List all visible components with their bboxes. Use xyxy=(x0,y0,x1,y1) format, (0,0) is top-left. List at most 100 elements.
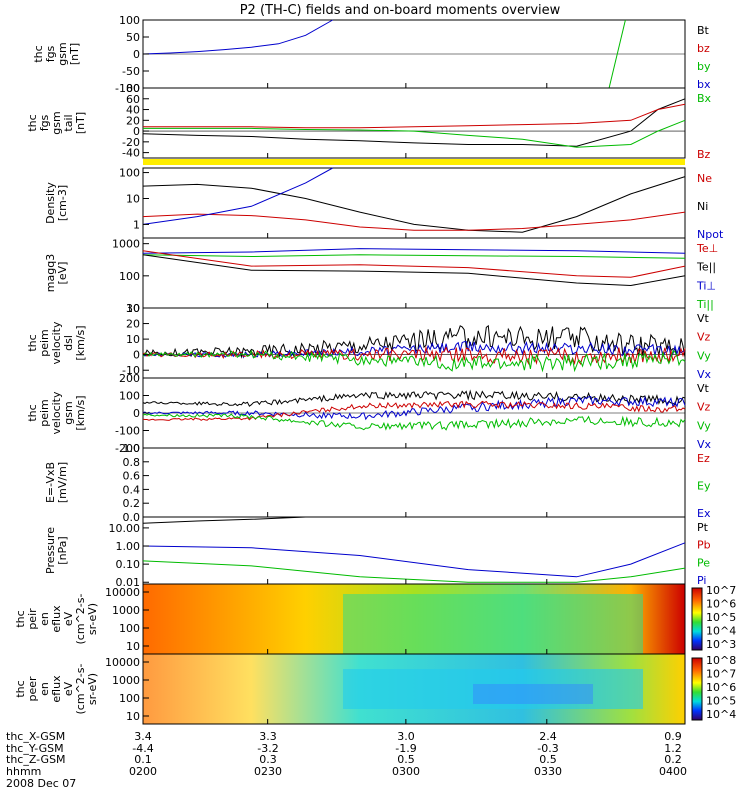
ytick-label: 20 xyxy=(126,114,140,127)
footer-y-3: -0.3 xyxy=(537,742,558,755)
ylabel-line: gsm xyxy=(56,42,69,65)
colorbar-label: 10^8 xyxy=(706,654,736,667)
ytick-label: -10 xyxy=(122,364,140,377)
ylabel-line: eV xyxy=(62,611,75,626)
heatmap-frame xyxy=(142,653,686,725)
footer-t-3: 0330 xyxy=(534,765,562,778)
footer-t-1: 0230 xyxy=(254,765,282,778)
ylabel-line: tail xyxy=(62,114,75,131)
heatmap-band xyxy=(343,594,643,654)
panel-frame-7 xyxy=(142,516,686,585)
ylabel-line: eflux xyxy=(50,675,63,703)
ylabel-line: [km/s] xyxy=(74,395,87,430)
panel-6: Ez Ey Ex 1.00.80.60.40.20.0 E=-VxB [mV/m] xyxy=(44,442,711,524)
panel-frame-2 xyxy=(142,167,686,239)
legend-Vy: Vy xyxy=(697,419,711,432)
ytick-label: 200 xyxy=(119,372,140,385)
footer-y-4: 1.2 xyxy=(664,742,682,755)
footer-z-3: 0.5 xyxy=(539,753,557,766)
ytick-label: 0.4 xyxy=(123,483,141,496)
ytick-label: 50 xyxy=(126,31,140,44)
legend-bz: bz xyxy=(697,42,710,55)
series-Ti⊥ xyxy=(142,248,686,254)
footer-y-0: -4.4 xyxy=(132,742,153,755)
legend-by: by xyxy=(697,60,711,73)
ytick-label: 100 xyxy=(119,622,140,635)
footer-z-1: 0.3 xyxy=(259,753,277,766)
footer-label-x: thc_X-GSM xyxy=(6,730,65,743)
legend-Te||: Te|| xyxy=(696,261,716,274)
series-Te|| xyxy=(142,254,686,287)
ytick-label: 0.2 xyxy=(123,497,141,510)
panel-2: Ne Ni Npot 100 10 1 Density [cm-3] xyxy=(44,167,724,241)
ytick-label: 0.10 xyxy=(116,558,141,571)
colorbar-label: 10^3 xyxy=(706,638,736,651)
panel-9: 10^810^710^610^510^4 10000 1000 100 10 thc pee… xyxy=(14,653,736,725)
ylabel-line: fgs xyxy=(38,114,51,131)
ylabel-line: fgs xyxy=(44,45,57,62)
legend-Vt: Vt xyxy=(697,312,710,325)
footer-z-2: 0.5 xyxy=(397,753,415,766)
footer: thc_X-GSM thc_Y-GSM thc_Z-GSM hhmm 2008 … xyxy=(6,730,687,790)
ylabel-line: gsm xyxy=(50,111,63,134)
ylabel-line: peim xyxy=(38,399,51,427)
ytick-label: 0 xyxy=(133,407,140,420)
ylabel-line: en xyxy=(38,612,51,626)
legend-Ti||: Ti|| xyxy=(696,298,714,311)
panel-frame-3 xyxy=(142,237,686,309)
footer-x-4: 0.9 xyxy=(664,730,682,743)
ylabel-line: peim xyxy=(38,329,51,357)
panel-4: Vt Vz Vy Vx 30 20 10 0 -10 thc peim velocity dsl [km/… xyxy=(26,302,712,381)
ytick-label: 10000 xyxy=(105,586,140,599)
panel-7: Pt Pb Pe Pi 10.00 1.00 0.10 0.01 Pressure [nPa] xyxy=(44,516,711,589)
series-Ti|| xyxy=(142,254,686,259)
plot-title: P2 (TH-C) fields and on-board moments ov… xyxy=(240,3,561,18)
ytick-label: -100 xyxy=(115,425,140,438)
colorbar-label: 10^5 xyxy=(706,695,736,708)
ylabel-line: [eV] xyxy=(56,262,69,285)
ytick-label: 30 xyxy=(126,302,140,315)
ytick-label: 1.00 xyxy=(116,540,141,553)
panel-3: Te⊥ Te|| Ti⊥ Ti|| 1000 100 10 magq3 [eV] xyxy=(44,237,718,315)
ytick-label: -20 xyxy=(122,136,140,149)
series-by xyxy=(608,19,626,89)
legend-Vx: Vx xyxy=(697,368,712,381)
ytick-label: 10 xyxy=(126,333,140,346)
ytick-label: 0 xyxy=(133,125,140,138)
ytick-label: 10000 xyxy=(105,656,140,669)
ylabel-line: [nT] xyxy=(68,43,81,65)
ytick-label: 0.6 xyxy=(123,470,141,483)
ytick-label: 0 xyxy=(133,48,140,61)
ytick-label: 0.01 xyxy=(116,576,141,589)
series-Vy xyxy=(142,413,686,431)
legend-Pb: Pb xyxy=(697,539,711,552)
ylabel-line: sr-eV) xyxy=(86,603,99,635)
colorbar-label: 10^6 xyxy=(706,681,736,694)
ytick-label: 1000 xyxy=(112,604,140,617)
legend-Pe: Pe xyxy=(697,556,710,569)
ylabel-line: E=-VxB xyxy=(44,462,57,503)
legend-bx: bx xyxy=(697,78,711,91)
colorbar-label: 10^7 xyxy=(706,668,736,681)
legend-Ez: Ez xyxy=(697,452,710,465)
ytick-label: 100 xyxy=(119,14,140,27)
legend-Bz: Bz xyxy=(697,148,711,161)
ylabel-line: thc xyxy=(14,610,27,627)
series-Vy xyxy=(142,349,686,373)
ytick-label: 10 xyxy=(126,710,140,723)
ytick-label: 20 xyxy=(126,318,140,331)
ytick-label: 100 xyxy=(119,270,140,283)
series-Npot xyxy=(142,167,333,225)
series-Pi xyxy=(142,542,686,578)
ylabel-line: peir xyxy=(26,608,39,630)
series-Vz xyxy=(142,400,686,421)
ytick-label: 0 xyxy=(133,349,140,362)
footer-t-0: 0200 xyxy=(129,765,157,778)
ylabel-line: Density xyxy=(44,182,57,224)
footer-z-4: 0.2 xyxy=(664,753,682,766)
legend-Vz: Vz xyxy=(697,331,711,344)
ylabel-line: thc xyxy=(26,114,39,131)
footer-t-4: 0400 xyxy=(659,765,687,778)
legend-Vy: Vy xyxy=(697,349,711,362)
